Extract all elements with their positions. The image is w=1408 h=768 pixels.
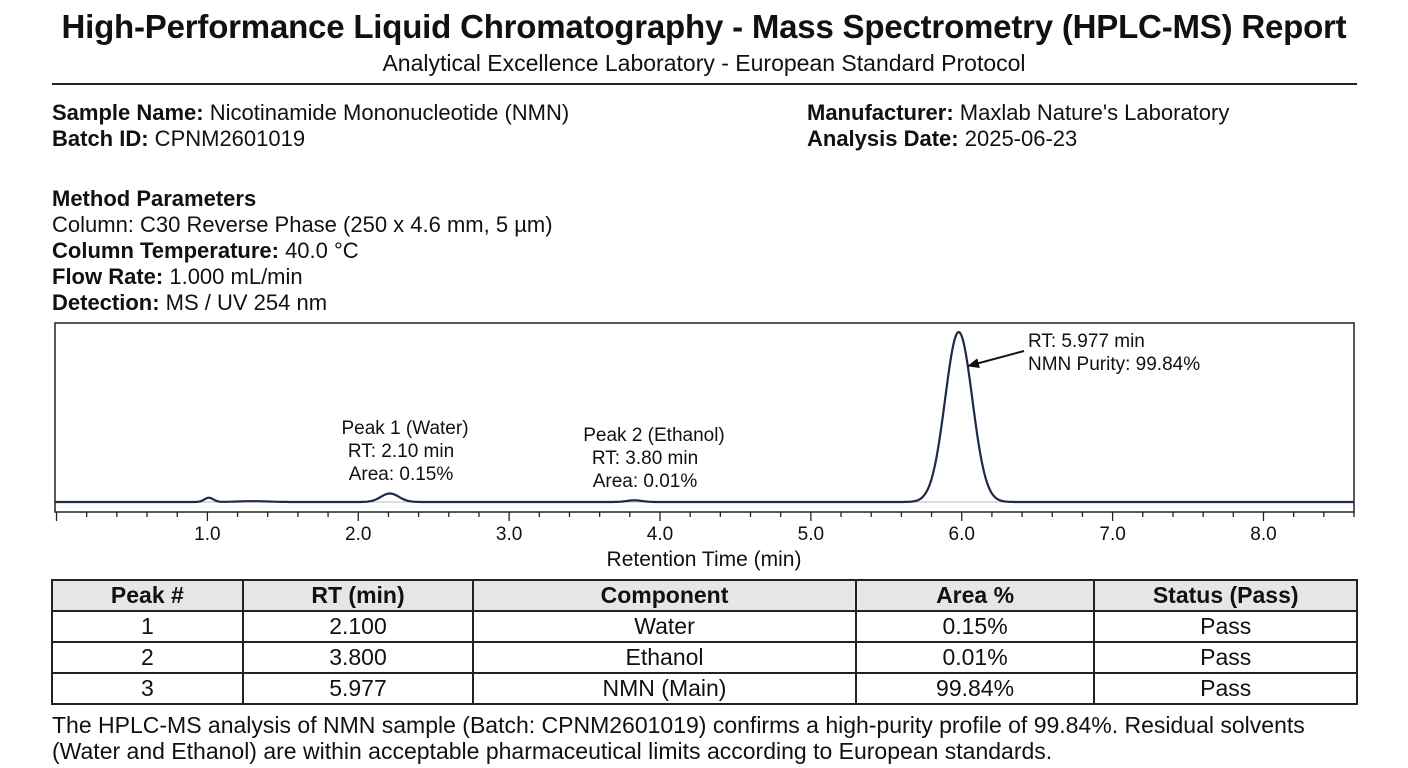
main-peak-arrow xyxy=(967,350,1025,368)
manufacturer-label: Manufacturer: xyxy=(807,100,954,125)
peak2-rt-label: RT: 3.80 min xyxy=(592,448,698,469)
cell-rt: 5.977 xyxy=(241,672,475,705)
temperature-row: Column Temperature: 40.0 °C xyxy=(52,238,553,264)
table-header-row: Peak # RT (min) Component Area % Status … xyxy=(51,579,1358,612)
analysis-date-label: Analysis Date: xyxy=(807,126,959,151)
column-row: Column: C30 Reverse Phase (250 x 4.6 mm,… xyxy=(52,212,553,238)
x-tick-label: 1.0 xyxy=(194,524,220,545)
header-peak-number: Peak # xyxy=(51,579,244,612)
cell-peak-number: 2 xyxy=(51,641,244,674)
chromatogram-chart: 1.0 2.0 3.0 4.0 5.0 6.0 7.0 8.0 Peak 1 (Water) … xyxy=(54,322,1355,571)
batch-id-row: Batch ID: CPNM2601019 xyxy=(52,126,569,152)
x-tick-label: 6.0 xyxy=(949,524,975,545)
column-label: Column: xyxy=(52,212,134,237)
cell-status: Pass xyxy=(1093,610,1358,643)
cell-component: Ethanol xyxy=(472,641,857,674)
sample-name-row: Sample Name: Nicotinamide Mononucleotide… xyxy=(52,100,569,126)
sample-info-right: Manufacturer: Maxlab Nature's Laboratory… xyxy=(807,100,1229,152)
cell-rt: 2.100 xyxy=(241,610,475,643)
report-title: High-Performance Liquid Chromatography -… xyxy=(61,8,1347,45)
batch-id-label: Batch ID: xyxy=(52,126,149,151)
x-tick-label: 4.0 xyxy=(647,524,673,545)
peak2-name-label: Peak 2 (Ethanol) xyxy=(583,425,725,446)
cell-rt: 3.800 xyxy=(241,641,475,674)
peak1-name-label: Peak 1 (Water) xyxy=(341,418,468,439)
batch-id-value: CPNM2601019 xyxy=(148,126,306,151)
table-row: 1 2.100 Water 0.15% Pass xyxy=(51,610,1358,643)
peak1-area-label: Area: 0.15% xyxy=(349,464,454,485)
x-axis-tick-labels: 1.0 2.0 3.0 4.0 5.0 6.0 7.0 8.0 xyxy=(194,524,1277,545)
temperature-value: 40.0 °C xyxy=(278,238,359,263)
column-value: C30 Reverse Phase (250 x 4.6 mm, 5 µm) xyxy=(133,212,553,237)
cell-status: Pass xyxy=(1093,672,1358,705)
flow-rate-label: Flow Rate: xyxy=(52,264,164,289)
x-axis-ticks xyxy=(55,512,1355,521)
x-axis-label: Retention Time (min) xyxy=(607,548,802,571)
sample-info-left: Sample Name: Nicotinamide Mononucleotide… xyxy=(52,100,569,152)
header-area: Area % xyxy=(854,579,1096,612)
manufacturer-value: Maxlab Nature's Laboratory xyxy=(953,100,1230,125)
x-tick-label: 3.0 xyxy=(496,524,522,545)
header-divider xyxy=(52,83,1357,85)
flow-rate-row: Flow Rate: 1.000 mL/min xyxy=(52,264,553,290)
cell-area: 0.01% xyxy=(854,641,1096,674)
analysis-date-value: 2025-06-23 xyxy=(958,126,1078,151)
sample-name-label: Sample Name: xyxy=(52,100,204,125)
chromatogram-trace xyxy=(55,330,1354,504)
cell-component: NMN (Main) xyxy=(472,672,857,705)
sample-name-value: Nicotinamide Mononucleotide (NMN) xyxy=(203,100,570,125)
detection-row: Detection: MS / UV 254 nm xyxy=(52,290,553,316)
method-heading: Method Parameters xyxy=(52,186,257,211)
header-component: Component xyxy=(472,579,857,612)
analysis-date-row: Analysis Date: 2025-06-23 xyxy=(807,126,1229,152)
x-tick-label: 7.0 xyxy=(1099,524,1125,545)
x-tick-label: 8.0 xyxy=(1250,524,1276,545)
main-peak-rt-label: RT: 5.977 min xyxy=(1028,331,1145,352)
plot-frame xyxy=(54,322,1355,513)
flow-rate-value: 1.000 mL/min xyxy=(163,264,303,289)
table-row: 3 5.977 NMN (Main) 99.84% Pass xyxy=(51,672,1358,705)
x-tick-label: 2.0 xyxy=(345,524,371,545)
summary-text: The HPLC-MS analysis of NMN sample (Batc… xyxy=(52,712,1305,764)
cell-area: 0.15% xyxy=(854,610,1096,643)
detection-value: MS / UV 254 nm xyxy=(159,290,328,315)
method-parameters: Method Parameters Column: C30 Reverse Ph… xyxy=(52,186,553,316)
detection-label: Detection: xyxy=(52,290,160,315)
cell-component: Water xyxy=(472,610,857,643)
report-subtitle: Analytical Excellence Laboratory - Europ… xyxy=(382,50,1026,76)
cell-area: 99.84% xyxy=(854,672,1096,705)
peak2-area-label: Area: 0.01% xyxy=(593,471,698,492)
cell-peak-number: 1 xyxy=(51,610,244,643)
table-row: 2 3.800 Ethanol 0.01% Pass xyxy=(51,641,1358,674)
peak1-rt-label: RT: 2.10 min xyxy=(348,441,454,462)
cell-peak-number: 3 xyxy=(51,672,244,705)
header-status: Status (Pass) xyxy=(1093,579,1358,612)
cell-status: Pass xyxy=(1093,641,1358,674)
manufacturer-row: Manufacturer: Maxlab Nature's Laboratory xyxy=(807,100,1229,126)
results-table: Peak # RT (min) Component Area % Status … xyxy=(51,579,1358,705)
header-rt: RT (min) xyxy=(241,579,475,612)
main-peak-purity-label: NMN Purity: 99.84% xyxy=(1028,354,1200,375)
temperature-label: Column Temperature: xyxy=(52,238,279,263)
x-tick-label: 5.0 xyxy=(798,524,824,545)
